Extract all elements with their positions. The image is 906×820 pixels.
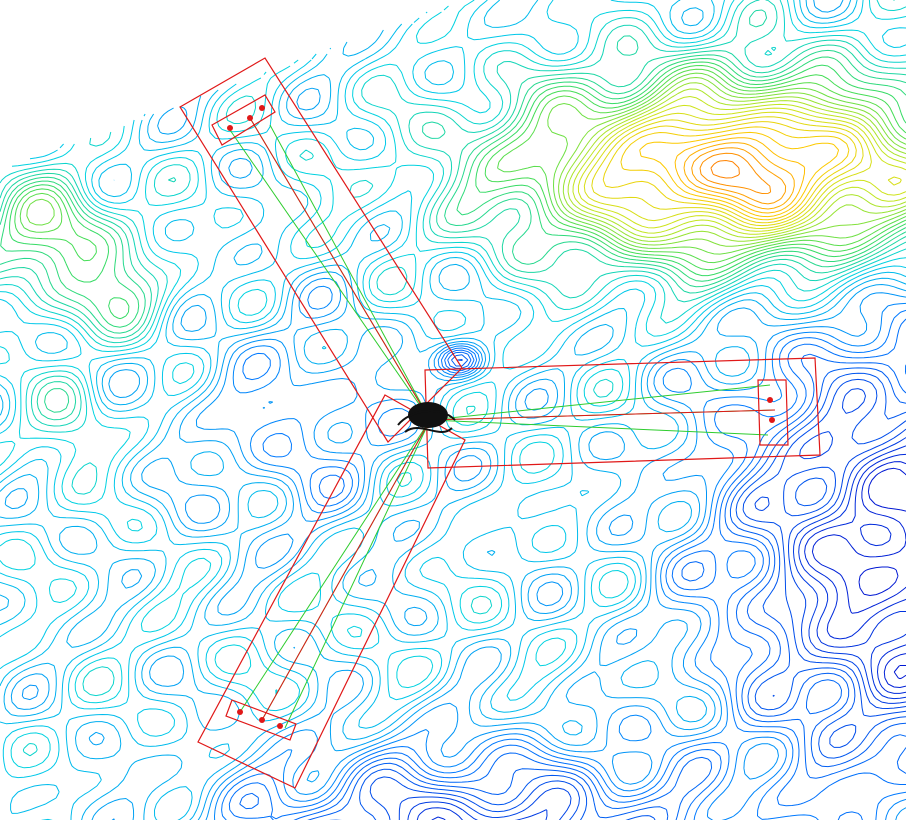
contour-line bbox=[307, 354, 906, 820]
contour-line bbox=[639, 131, 840, 218]
contour-line bbox=[4, 0, 906, 820]
contour-line bbox=[674, 137, 806, 214]
baseline bbox=[269, 124, 431, 421]
contour-line bbox=[369, 378, 906, 820]
baseline bbox=[229, 129, 431, 421]
contour-line bbox=[221, 309, 906, 820]
contour-line bbox=[329, 359, 906, 820]
contour-line bbox=[21, 277, 906, 820]
station-dot bbox=[227, 125, 233, 131]
station-dot bbox=[237, 709, 243, 715]
stations bbox=[211, 94, 789, 741]
station-box bbox=[225, 699, 297, 741]
contour-line bbox=[710, 160, 740, 179]
station-dot bbox=[769, 417, 775, 423]
contour-line bbox=[620, 126, 850, 221]
contour-line bbox=[214, 285, 906, 820]
axis-line bbox=[249, 117, 431, 421]
baseline bbox=[239, 419, 431, 713]
station-dot bbox=[767, 397, 773, 403]
center-trace bbox=[397, 409, 456, 433]
contour-line bbox=[683, 142, 795, 210]
station-dot bbox=[247, 115, 253, 121]
center-blob bbox=[408, 402, 448, 428]
contour-line bbox=[577, 104, 906, 232]
contour-line bbox=[0, 0, 906, 769]
station-dot bbox=[259, 105, 265, 111]
contour-line bbox=[0, 49, 906, 413]
array-layout bbox=[179, 57, 821, 789]
station-dot bbox=[277, 723, 283, 729]
center-cluster bbox=[397, 402, 456, 433]
contour-line bbox=[26, 72, 906, 255]
contour-line bbox=[583, 111, 902, 229]
contour-line bbox=[431, 453, 906, 820]
baseline bbox=[284, 419, 431, 729]
contour-line bbox=[0, 56, 906, 328]
station-dot bbox=[259, 717, 265, 723]
contour-line bbox=[0, 9, 906, 421]
contour-line bbox=[691, 147, 787, 205]
contour-line bbox=[591, 116, 864, 227]
contour-line bbox=[228, 318, 906, 820]
station-box bbox=[211, 94, 276, 146]
axis-line bbox=[429, 409, 776, 421]
contour-line bbox=[858, 467, 906, 680]
contour-line bbox=[558, 77, 906, 247]
axis-line bbox=[261, 419, 431, 721]
contour-line bbox=[416, 445, 906, 820]
contour-line bbox=[14, 65, 906, 271]
contour-line bbox=[699, 152, 772, 194]
contour-line bbox=[562, 82, 906, 242]
contour-line bbox=[567, 88, 906, 238]
contour-line bbox=[239, 351, 906, 820]
contour-line bbox=[19, 68, 906, 264]
station-dots bbox=[227, 105, 775, 729]
arm-frame bbox=[424, 357, 821, 469]
contour-line bbox=[572, 96, 906, 235]
arm-frame bbox=[179, 57, 463, 443]
baseline bbox=[429, 384, 771, 421]
contour-line bbox=[0, 0, 906, 427]
baseline bbox=[429, 419, 769, 436]
contour-line bbox=[9, 61, 906, 320]
contour-line bbox=[602, 121, 857, 224]
station-box bbox=[757, 379, 789, 446]
